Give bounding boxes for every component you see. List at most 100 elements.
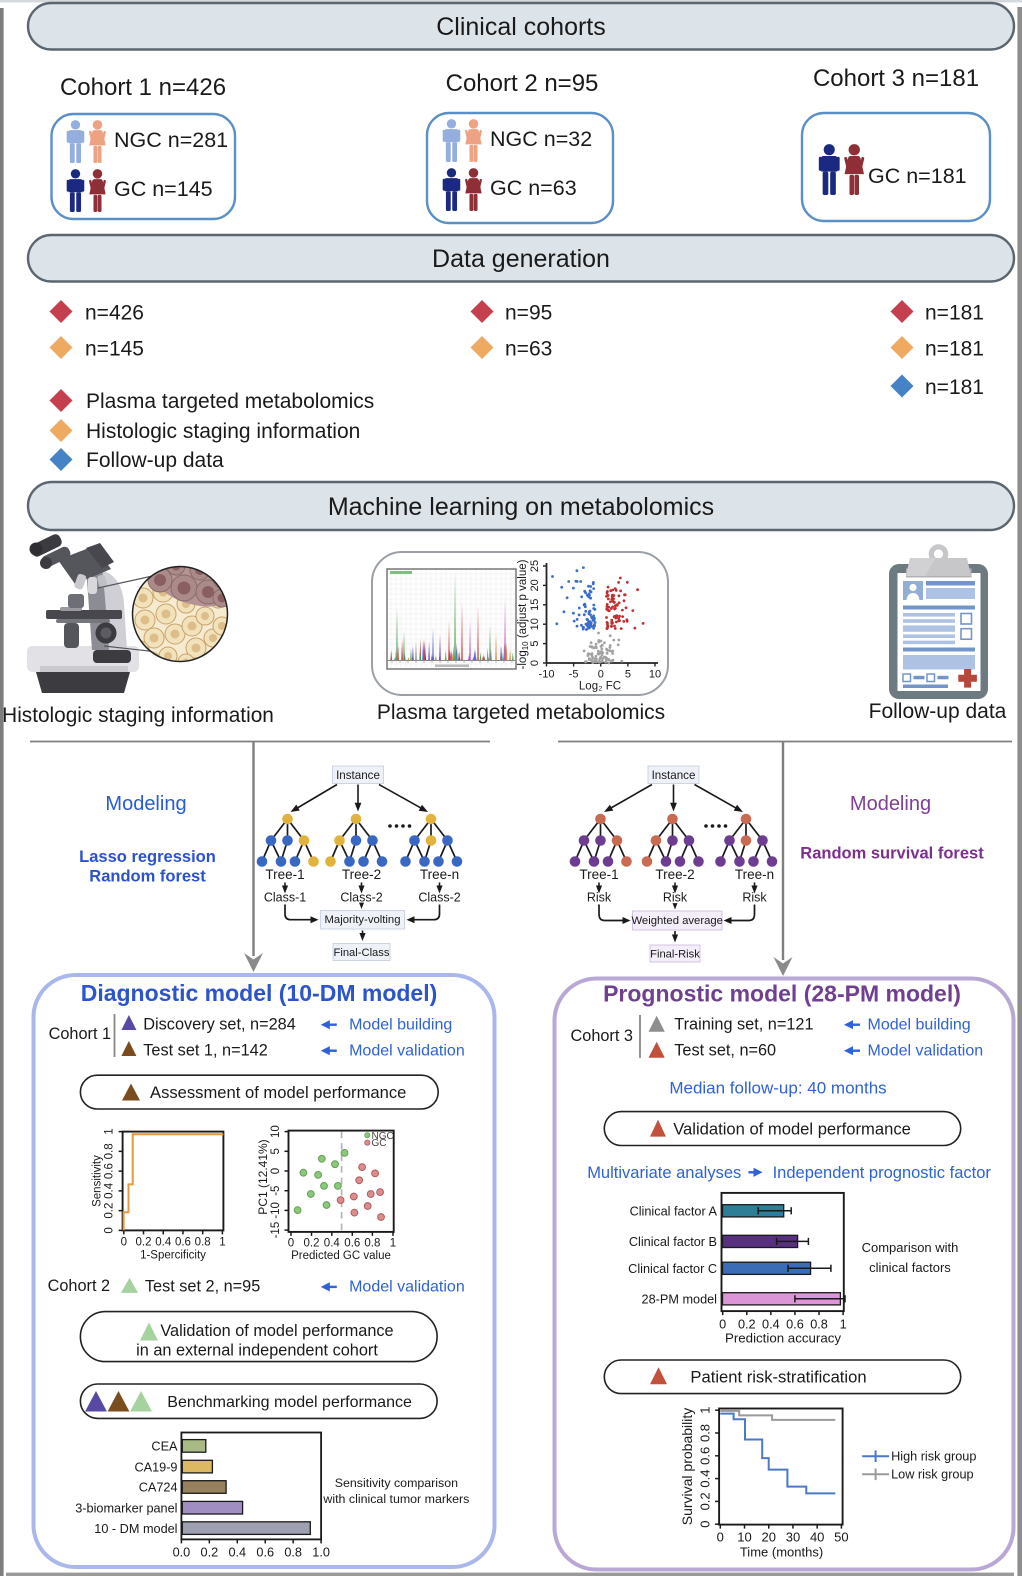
svg-text:Training set, n=121: Training set, n=121 — [674, 1016, 813, 1034]
svg-text:Predicted GC value: Predicted GC value — [291, 1250, 391, 1262]
svg-text:Lasso regression: Lasso regression — [79, 848, 216, 866]
svg-text:NGC n=281: NGC n=281 — [114, 128, 228, 152]
svg-text:0.6: 0.6 — [698, 1447, 713, 1465]
svg-text:0: 0 — [529, 660, 541, 666]
svg-text:Plasma targeted metabolomics: Plasma targeted metabolomics — [86, 390, 374, 413]
svg-text:0.6: 0.6 — [104, 1163, 116, 1179]
svg-text:1: 1 — [698, 1407, 713, 1414]
svg-text:Cohort 3: Cohort 3 — [571, 1027, 633, 1045]
svg-text:0: 0 — [121, 1237, 127, 1249]
svg-text:1: 1 — [390, 1238, 396, 1250]
svg-text:1-Spercificity: 1-Spercificity — [140, 1250, 206, 1262]
svg-text:NGC: NGC — [372, 1131, 394, 1142]
svg-text:n=426: n=426 — [85, 302, 144, 325]
svg-text:Benchmarking model performance: Benchmarking model performance — [167, 1394, 412, 1411]
svg-text:-log10 (adjust p value): -log10 (adjust p value) — [517, 559, 530, 669]
svg-text:Sensitivity comparison: Sensitivity comparison — [335, 1476, 458, 1490]
svg-text:0: 0 — [717, 1530, 724, 1545]
svg-text:GC n=63: GC n=63 — [490, 176, 577, 200]
svg-text:1: 1 — [840, 1318, 847, 1332]
svg-text:Instance: Instance — [336, 769, 380, 782]
svg-text:0.8: 0.8 — [195, 1237, 211, 1249]
svg-text:Final-Class: Final-Class — [334, 947, 390, 959]
svg-text:Class-1: Class-1 — [264, 891, 306, 905]
svg-text:0.4: 0.4 — [762, 1318, 780, 1332]
svg-text:0.2: 0.2 — [738, 1318, 756, 1332]
svg-text:0.6: 0.6 — [786, 1318, 804, 1332]
svg-text:0.2: 0.2 — [698, 1492, 713, 1510]
svg-text:0.6: 0.6 — [256, 1546, 274, 1560]
svg-text:Independent prognostic factor: Independent prognostic factor — [773, 1164, 992, 1182]
svg-text:0.4: 0.4 — [324, 1238, 341, 1250]
svg-text:Discovery set, n=284: Discovery set, n=284 — [143, 1016, 295, 1034]
svg-text:0.4: 0.4 — [155, 1237, 172, 1249]
svg-text:10 - DM model: 10 - DM model — [94, 1522, 177, 1536]
svg-text:Tree-1: Tree-1 — [265, 867, 304, 882]
svg-text:n=145: n=145 — [85, 338, 144, 361]
svg-text:0.0: 0.0 — [173, 1546, 191, 1560]
svg-text:10: 10 — [737, 1530, 751, 1545]
svg-text:20: 20 — [762, 1530, 776, 1545]
svg-text:-5: -5 — [270, 1186, 282, 1196]
svg-text:5: 5 — [625, 669, 631, 681]
svg-text:Cohort 2 n=95: Cohort 2 n=95 — [446, 70, 599, 97]
svg-text:Plasma targeted metabolomics: Plasma targeted metabolomics — [377, 701, 665, 724]
svg-text:Instance: Instance — [652, 769, 696, 782]
svg-text:0.2: 0.2 — [304, 1238, 320, 1250]
svg-text:Test set, n=60: Test set, n=60 — [674, 1042, 776, 1060]
svg-text:Clinical factor C: Clinical factor C — [628, 1262, 717, 1276]
svg-text:0.8: 0.8 — [810, 1318, 828, 1332]
svg-text:High risk group: High risk group — [891, 1450, 976, 1464]
svg-text:20: 20 — [529, 579, 541, 591]
svg-text:GC n=181: GC n=181 — [868, 164, 967, 188]
svg-text:0: 0 — [270, 1168, 282, 1174]
svg-text:Modeling: Modeling — [105, 793, 186, 815]
svg-text:Tree-n: Tree-n — [735, 867, 774, 882]
svg-text:CA724: CA724 — [139, 1481, 178, 1495]
svg-text:50: 50 — [834, 1530, 848, 1545]
svg-text:0.6: 0.6 — [344, 1238, 360, 1250]
svg-text:Log₂ FC: Log₂ FC — [579, 681, 621, 693]
svg-text:PC1 (12.41%): PC1 (12.41%) — [256, 1139, 270, 1214]
svg-text:Risk: Risk — [742, 891, 767, 905]
svg-text:Modeling: Modeling — [850, 793, 931, 815]
svg-text:3-biomarker panel: 3-biomarker panel — [75, 1501, 177, 1515]
svg-text:0.4: 0.4 — [104, 1182, 116, 1199]
svg-text:Clinical factor B: Clinical factor B — [629, 1235, 717, 1249]
svg-text:Class-2: Class-2 — [418, 891, 460, 905]
svg-text:0: 0 — [104, 1227, 116, 1233]
svg-text:Cohort 3 n=181: Cohort 3 n=181 — [813, 65, 979, 92]
svg-text:Model building: Model building — [868, 1017, 971, 1034]
svg-text:Class-2: Class-2 — [340, 891, 382, 905]
svg-text:Survival probability: Survival probability — [679, 1408, 695, 1526]
svg-text:0: 0 — [598, 669, 604, 681]
svg-text:Comparison with: Comparison with — [862, 1240, 959, 1255]
svg-text:Machine learning on metabolomi: Machine learning on metabolomics — [328, 493, 714, 521]
svg-text:Patient risk-stratification: Patient risk-stratification — [690, 1367, 866, 1386]
svg-text:Test set 1, n=142: Test set 1, n=142 — [143, 1042, 267, 1060]
svg-text:0.2: 0.2 — [201, 1546, 219, 1560]
svg-text:Risk: Risk — [587, 891, 612, 905]
svg-text:Cohort 2: Cohort 2 — [48, 1277, 110, 1295]
svg-text:0.4: 0.4 — [228, 1546, 246, 1560]
svg-text:5: 5 — [270, 1148, 282, 1154]
svg-text:25: 25 — [529, 560, 541, 572]
svg-text:Histologic staging information: Histologic staging information — [86, 420, 360, 443]
svg-text:Assessment of model performanc: Assessment of model performance — [150, 1083, 406, 1102]
svg-text:Tree-2: Tree-2 — [342, 867, 381, 882]
svg-text:Median follow-up: 40 months: Median follow-up: 40 months — [669, 1078, 886, 1097]
svg-text:0.8: 0.8 — [104, 1143, 116, 1159]
svg-text:Majority-volting: Majority-volting — [325, 914, 401, 926]
svg-text:Clinical cohorts: Clinical cohorts — [436, 13, 606, 41]
svg-text:n=181: n=181 — [925, 302, 984, 325]
svg-text:Tree-2: Tree-2 — [655, 867, 694, 882]
svg-text:CA19-9: CA19-9 — [134, 1460, 177, 1474]
svg-text:clinical factors: clinical factors — [869, 1260, 951, 1275]
svg-text:Data generation: Data generation — [432, 245, 610, 273]
svg-text:n=181: n=181 — [925, 376, 984, 399]
svg-text:0.2: 0.2 — [104, 1203, 116, 1219]
svg-text:10: 10 — [270, 1125, 282, 1138]
svg-text:0.6: 0.6 — [175, 1237, 191, 1249]
svg-text:10: 10 — [529, 618, 541, 630]
svg-text:0: 0 — [698, 1521, 713, 1528]
